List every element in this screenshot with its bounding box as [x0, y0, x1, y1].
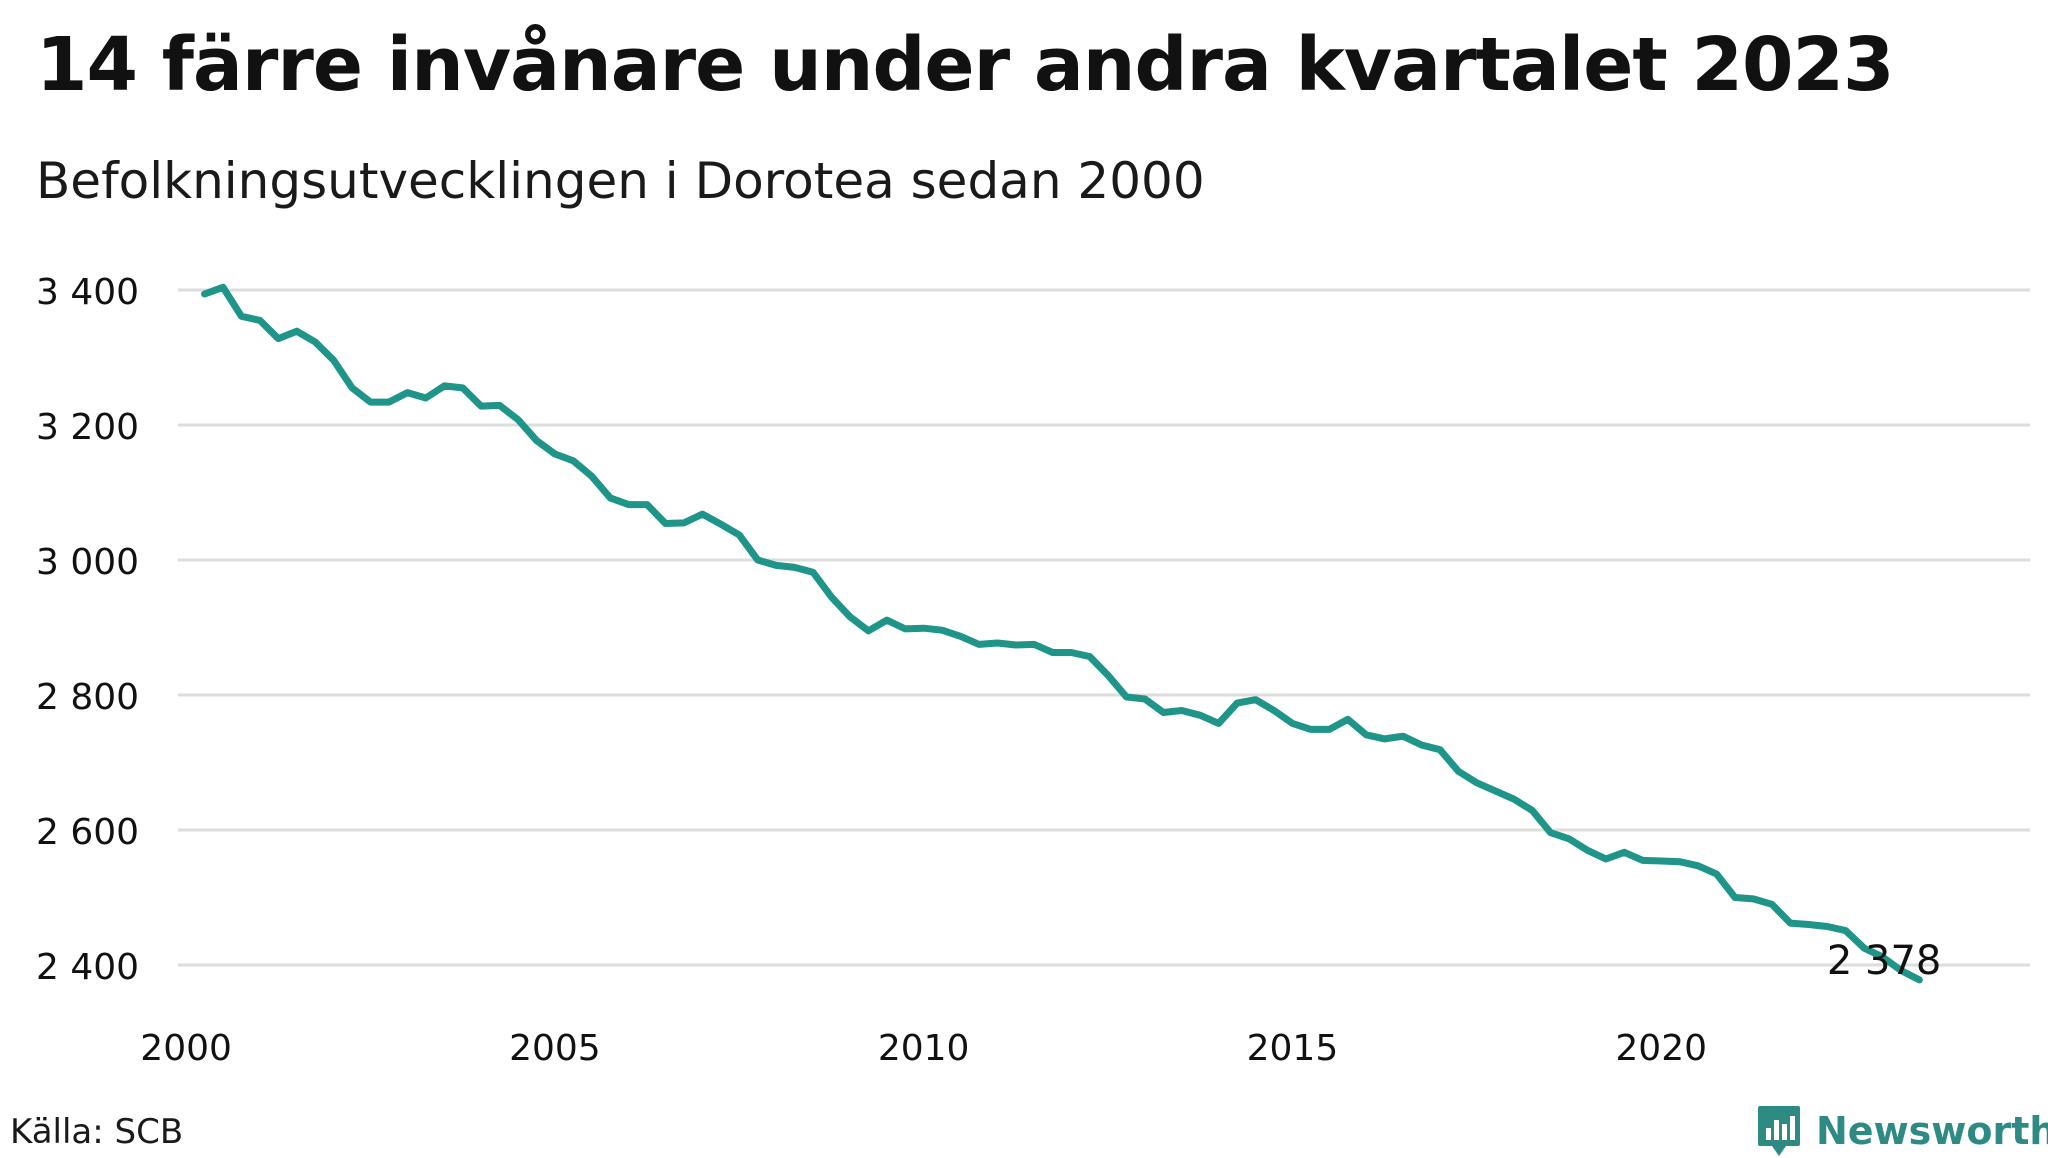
y-tick-label: 3 000	[36, 542, 139, 583]
y-axis-tick-labels: 2 400 2 600 2 800 3 000 3 200 3 400	[36, 272, 139, 988]
x-tick-label: 2000	[140, 1028, 232, 1069]
brand-logo[interactable]: Newsworthy	[1756, 1104, 2048, 1158]
y-tick-label: 3 200	[36, 407, 139, 448]
brand-name: Newsworthy	[1816, 1109, 2048, 1153]
end-label-group: 2 378	[1827, 938, 1942, 984]
chart-subtitle: Befolkningsutvecklingen i Dorotea sedan …	[36, 152, 1205, 210]
y-tick-label: 2 800	[36, 677, 139, 718]
y-tick-label: 2 600	[36, 812, 139, 853]
x-tick-label: 2005	[509, 1028, 601, 1069]
y-tick-label: 2 400	[36, 947, 139, 988]
source-note: Källa: SCB	[10, 1112, 184, 1152]
x-tick-label: 2015	[1247, 1028, 1339, 1069]
series-line	[201, 283, 1923, 984]
x-tick-label: 2020	[1615, 1028, 1707, 1069]
bar-chart-speech-bubble-icon	[1758, 1106, 1800, 1156]
series-group	[201, 283, 1923, 984]
x-tick-label: 2010	[878, 1028, 970, 1069]
end-value-label: 2 378	[1827, 938, 1942, 984]
x-axis-tick-labels: 2000 2005 2010 2015 2020	[140, 1028, 1707, 1069]
grid-lines	[178, 288, 2030, 967]
chart-title: 14 färre invånare under andra kvartalet …	[36, 22, 1894, 108]
y-tick-label: 3 400	[36, 272, 139, 313]
